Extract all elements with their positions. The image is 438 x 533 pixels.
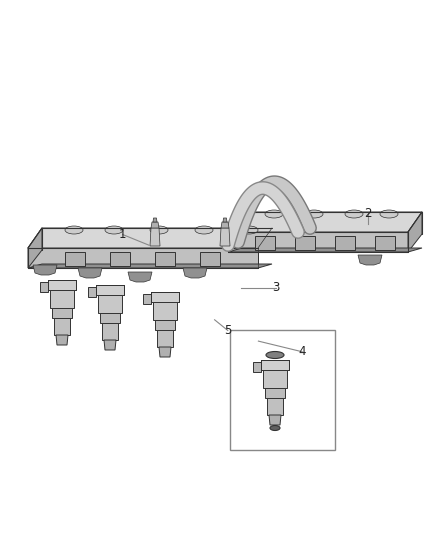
Text: 1: 1 [119, 228, 127, 241]
Polygon shape [228, 248, 422, 252]
Polygon shape [269, 415, 281, 425]
Ellipse shape [195, 226, 213, 234]
Polygon shape [153, 218, 157, 222]
Polygon shape [253, 362, 261, 372]
Polygon shape [40, 282, 48, 292]
Polygon shape [375, 236, 395, 250]
Polygon shape [50, 290, 74, 308]
Ellipse shape [105, 226, 123, 234]
Polygon shape [183, 268, 207, 278]
Polygon shape [263, 370, 287, 388]
Polygon shape [151, 292, 179, 302]
Text: 3: 3 [272, 281, 279, 294]
Ellipse shape [113, 253, 127, 263]
Polygon shape [54, 318, 70, 335]
Text: 2: 2 [364, 207, 372, 220]
Polygon shape [408, 212, 422, 252]
Polygon shape [200, 252, 220, 266]
Ellipse shape [65, 226, 83, 234]
Ellipse shape [270, 425, 280, 431]
Polygon shape [153, 302, 177, 320]
Polygon shape [265, 388, 285, 398]
Polygon shape [261, 360, 289, 370]
Ellipse shape [378, 237, 392, 247]
Bar [230, 330, 335, 450]
Polygon shape [335, 236, 355, 250]
Polygon shape [228, 212, 422, 232]
Polygon shape [143, 294, 151, 304]
Polygon shape [267, 398, 283, 415]
Ellipse shape [266, 351, 284, 359]
Polygon shape [98, 295, 122, 313]
Polygon shape [33, 265, 57, 275]
Text: 5: 5 [224, 324, 231, 337]
Polygon shape [155, 252, 175, 266]
Polygon shape [223, 218, 227, 222]
Ellipse shape [345, 210, 363, 218]
Ellipse shape [68, 253, 82, 263]
Polygon shape [56, 335, 68, 345]
Polygon shape [28, 248, 258, 268]
Polygon shape [157, 330, 173, 347]
Polygon shape [221, 222, 229, 228]
Polygon shape [65, 252, 85, 266]
Ellipse shape [240, 226, 258, 234]
Ellipse shape [305, 210, 323, 218]
Polygon shape [110, 252, 130, 266]
Polygon shape [151, 222, 159, 228]
Polygon shape [88, 287, 96, 297]
Polygon shape [78, 268, 102, 278]
Polygon shape [255, 236, 275, 250]
Polygon shape [102, 323, 118, 340]
Polygon shape [358, 255, 382, 265]
Text: 4: 4 [298, 345, 306, 358]
Polygon shape [155, 320, 175, 330]
Polygon shape [295, 236, 315, 250]
Ellipse shape [338, 237, 352, 247]
Ellipse shape [258, 237, 272, 247]
Polygon shape [96, 285, 124, 295]
Polygon shape [128, 272, 152, 282]
Polygon shape [52, 308, 72, 318]
Polygon shape [159, 347, 171, 357]
Ellipse shape [298, 237, 312, 247]
Ellipse shape [203, 253, 217, 263]
Ellipse shape [265, 210, 283, 218]
Polygon shape [100, 313, 120, 323]
Ellipse shape [158, 253, 172, 263]
Ellipse shape [380, 210, 398, 218]
Polygon shape [28, 228, 272, 248]
Polygon shape [104, 340, 116, 350]
Polygon shape [28, 264, 272, 268]
Polygon shape [228, 232, 408, 252]
Polygon shape [48, 280, 76, 290]
Polygon shape [220, 228, 230, 246]
Polygon shape [28, 228, 42, 268]
Polygon shape [150, 228, 160, 246]
Ellipse shape [150, 226, 168, 234]
